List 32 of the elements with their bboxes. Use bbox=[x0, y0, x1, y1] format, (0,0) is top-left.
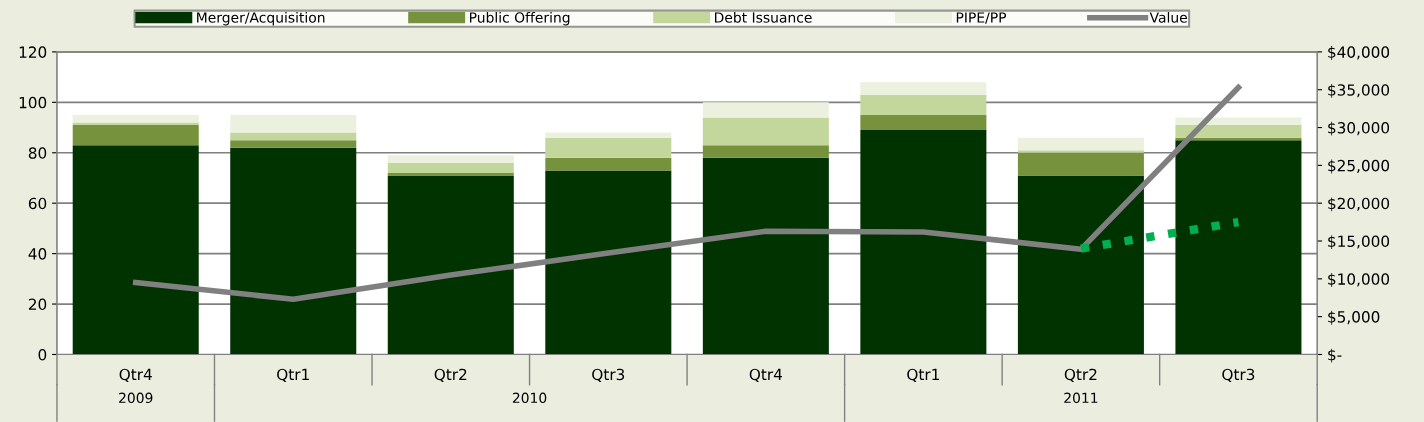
y2-tick-label: $20,000 bbox=[1328, 197, 1390, 212]
legend-label: Merger/Acquisition bbox=[197, 11, 325, 26]
x-tick-label: Qtr4 bbox=[119, 368, 152, 382]
x-tick-label: Qtr2 bbox=[1064, 368, 1097, 382]
x-tick-label: Qtr2 bbox=[434, 368, 467, 382]
y-tick-label: 80 bbox=[28, 147, 47, 159]
legend-label: Value bbox=[1149, 11, 1187, 23]
y-tick-label: 20 bbox=[28, 298, 47, 311]
y2-tick-label: $15,000 bbox=[1328, 235, 1390, 250]
x-tick-label: Qtr3 bbox=[592, 368, 625, 382]
legend-label: Public Offering bbox=[469, 11, 570, 26]
y-tick-label: 40 bbox=[28, 248, 47, 260]
y-tick-label: 120 bbox=[19, 46, 47, 58]
y-tick-label: 60 bbox=[28, 197, 47, 210]
y-tick-label: 100 bbox=[19, 96, 47, 109]
y2-tick-label: $35,000 bbox=[1328, 83, 1390, 98]
text: 2011 bbox=[1064, 392, 1098, 404]
x-tick-label: Qtr1 bbox=[907, 368, 939, 382]
y2-tick-label: $40,000 bbox=[1328, 46, 1390, 60]
y2-tick-label: $5,000 bbox=[1328, 310, 1380, 325]
y2-tick-label: $30,000 bbox=[1328, 121, 1390, 136]
text: 2010 bbox=[512, 392, 547, 404]
x-tick-label: Qtr4 bbox=[749, 368, 782, 382]
legend-label: PIPE/PP bbox=[956, 12, 1007, 24]
text: 2009 bbox=[119, 392, 153, 404]
x-tick-label: Qtr1 bbox=[277, 368, 309, 382]
x-tick-label: Qtr3 bbox=[1222, 368, 1255, 382]
y2-tick-label: $25,000 bbox=[1328, 159, 1390, 174]
y2-tick-label: $10,000 bbox=[1328, 273, 1390, 287]
legend-label: Debt Issuance bbox=[715, 11, 812, 23]
y-tick-label: 0 bbox=[38, 348, 47, 361]
y2-tick-label: $- bbox=[1328, 348, 1342, 363]
